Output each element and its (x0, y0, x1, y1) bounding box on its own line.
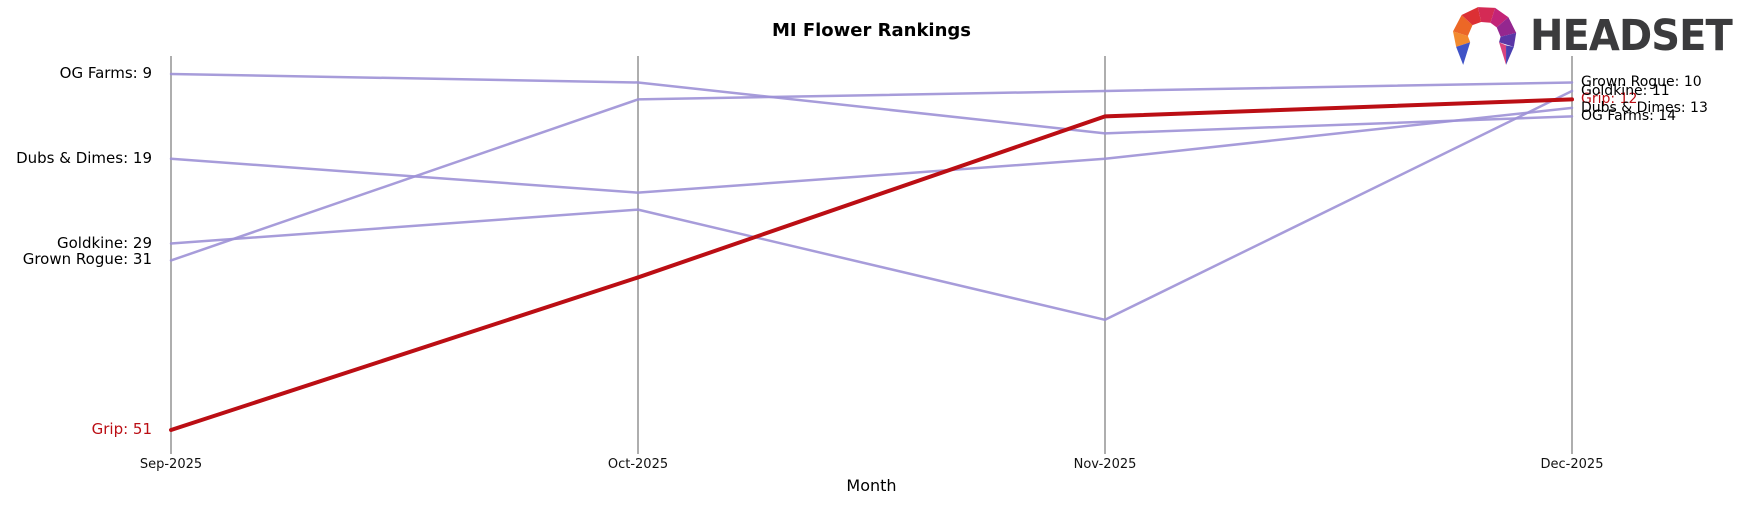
chart-title: MI Flower Rankings (771, 20, 972, 41)
start-label: Dubs & Dimes: 19 (16, 148, 152, 167)
headset-logo-icon (1453, 7, 1517, 65)
series-line-grown-rogue (169, 81, 1574, 262)
x-tick-label: Oct-2025 (607, 457, 669, 472)
start-label: Grip: 51 (91, 419, 152, 438)
x-tick-label: Nov-2025 (1073, 457, 1137, 472)
series-line-og-farms (169, 72, 1574, 135)
x-tick-label: Dec-2025 (1540, 457, 1604, 472)
x-tick-label: Sep-2025 (139, 457, 203, 472)
start-label: OG Farms: 9 (59, 64, 152, 82)
series-line-dubs-dimes (169, 106, 1574, 194)
series-line-goldkine (169, 89, 1574, 322)
headset-logo-text: HEADSET (1529, 11, 1733, 61)
end-label: Grown Rogue: 10 (1581, 74, 1702, 91)
series-line-grip (169, 97, 1574, 432)
end-label: OG Farms: 14 (1581, 108, 1677, 125)
start-label: Goldkine: 29 (57, 233, 152, 252)
headset-logo: HEADSET (1446, 3, 1747, 69)
end-label: Dubs & Dimes: 13 (1581, 99, 1708, 116)
end-label: Goldkine: 11 (1581, 82, 1670, 99)
end-label: Grip: 12 (1581, 91, 1638, 108)
x-axis-title: Month (846, 476, 897, 495)
start-label: Grown Rogue: 31 (22, 250, 152, 269)
